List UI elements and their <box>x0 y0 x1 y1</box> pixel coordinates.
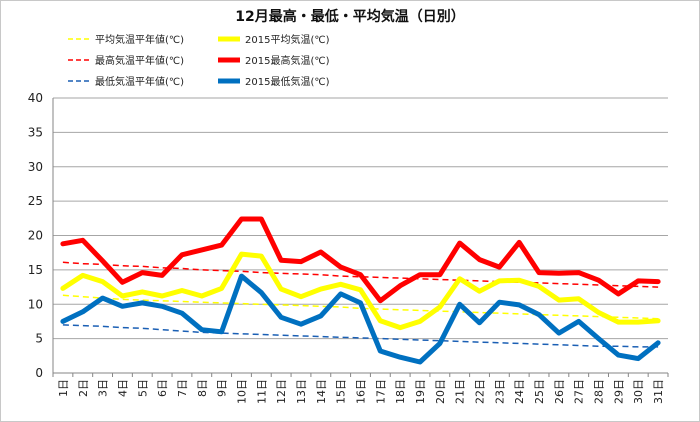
legend-label-3: 最高気温平年値(℃) <box>95 54 184 67</box>
x-tick-label: 31日 <box>652 379 665 404</box>
x-tick-label: 10日 <box>235 379 248 404</box>
legend-label-6: 2015最低気温(℃) <box>245 75 330 88</box>
series-line-2 <box>60 251 661 331</box>
x-tick-label: 17日 <box>374 379 387 404</box>
x-tick-label: 4日 <box>116 379 129 397</box>
x-tick-label: 19日 <box>414 379 427 404</box>
y-tick-label: 35 <box>28 125 43 139</box>
chart-gridlines <box>53 97 668 374</box>
x-tick-label: 9日 <box>216 379 229 397</box>
series-line-4 <box>60 216 661 304</box>
legend-label-5: 最低気温平年値(℃) <box>95 75 184 88</box>
chart-title: 12月最高・最低・平均気温（日別） <box>235 9 465 25</box>
legend-label-1: 平均気温平年値(℃) <box>95 33 184 46</box>
y-tick-label: 15 <box>28 263 43 277</box>
legend-label-2: 2015平均気温(℃) <box>245 33 330 46</box>
x-tick-label: 14日 <box>315 379 328 404</box>
x-tick-label: 11日 <box>255 379 268 404</box>
x-tick-label: 30日 <box>632 379 645 404</box>
x-tick-label: 1日 <box>57 379 70 397</box>
legend-label-4: 2015最高気温(℃) <box>245 54 330 67</box>
x-tick-label: 13日 <box>295 379 308 404</box>
y-tick-label: 25 <box>28 194 43 208</box>
y-tick-label: 30 <box>28 160 43 174</box>
chart-legend: 平均気温平年値(℃) 2015平均気温(℃) 最高気温平年値(℃) 2015最高気温(… <box>68 33 330 88</box>
x-tick-label: 29日 <box>612 379 625 404</box>
x-tick-label: 27日 <box>573 379 586 404</box>
y-tick-label: 0 <box>35 366 43 380</box>
x-tick-label: 7日 <box>176 379 189 397</box>
x-tick-label: 3日 <box>97 379 110 397</box>
x-tick-label: 28日 <box>593 379 606 404</box>
x-tick-label: 26日 <box>553 379 566 404</box>
x-tick-label: 24日 <box>513 379 526 404</box>
x-tick-label: 12日 <box>275 379 288 404</box>
chart-series-group <box>60 216 661 365</box>
x-tick-label: 5日 <box>136 379 149 397</box>
y-axis: 0 5 10 15 20 25 30 35 40 <box>28 91 668 380</box>
x-axis: 1日 2日 3日 4日 5日 6日 7日 8日 9日 10日 11日 12日 13日 14日 15日 16日 1… <box>52 373 669 404</box>
x-tick-label: 8日 <box>196 379 209 397</box>
y-tick-label: 20 <box>28 229 43 243</box>
y-tick-label: 10 <box>28 297 43 311</box>
x-tick-label: 18日 <box>394 379 407 404</box>
x-tick-label: 20日 <box>434 379 447 404</box>
x-tick-label: 6日 <box>156 379 169 397</box>
x-tick-label: 22日 <box>474 379 487 404</box>
series-line-6 <box>60 273 661 365</box>
y-tick-label: 40 <box>28 91 43 105</box>
x-tick-label: 2日 <box>77 379 90 397</box>
x-tick-label: 16日 <box>355 379 368 404</box>
x-tick-label: 15日 <box>335 379 348 404</box>
x-tick-label: 23日 <box>493 379 506 404</box>
x-tick-label: 25日 <box>533 379 546 404</box>
x-tick-label: 21日 <box>454 379 467 404</box>
y-tick-label: 5 <box>35 332 43 346</box>
